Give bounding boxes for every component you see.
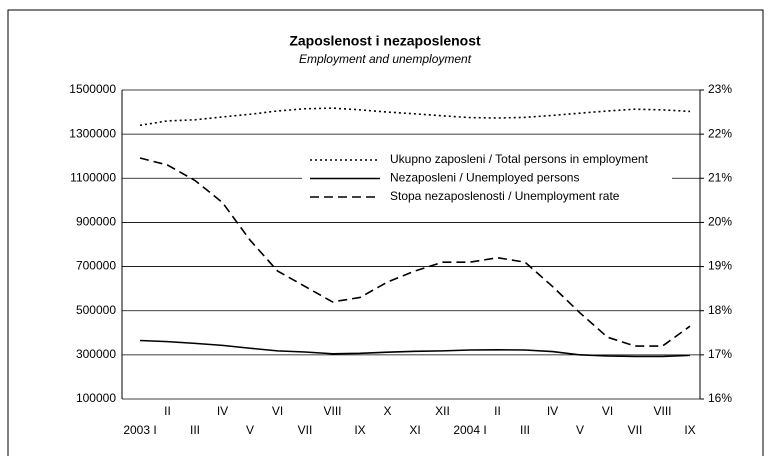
series-line xyxy=(139,107,691,127)
y-tick-label: 1300000 xyxy=(69,126,116,140)
chart-title: Zaposlenost i nezaposlenost xyxy=(289,33,481,49)
x-tick-label: IV xyxy=(547,404,558,418)
x-tick-label: V xyxy=(576,423,584,437)
x-tick-label: IX xyxy=(684,423,695,437)
y-tick-label: 300000 xyxy=(76,347,116,361)
y-tick-label: 900000 xyxy=(76,215,116,229)
x-tick-label: IX xyxy=(354,423,365,437)
x-tick-label: VIII xyxy=(323,404,341,418)
x-tick-label: VI xyxy=(602,404,613,418)
chart-subtitle: Employment and unemployment xyxy=(299,52,472,66)
x-tick-label: X xyxy=(383,404,391,418)
y2-tick-label: 17% xyxy=(708,347,732,361)
y2-tick-label: 16% xyxy=(708,391,732,405)
y2-tick-label: 22% xyxy=(708,126,732,140)
x-tick-label: 2003 I xyxy=(123,423,156,437)
x-tick-label: II xyxy=(164,404,171,418)
series-line xyxy=(139,157,691,347)
x-tick-label: VII xyxy=(628,423,643,437)
y-tick-label: 1100000 xyxy=(70,170,116,184)
frame xyxy=(7,9,764,456)
y-tick-label: 1500000 xyxy=(69,82,116,96)
x-tick-label: VIII xyxy=(653,404,671,418)
x-tick-label: III xyxy=(520,423,530,437)
x-tick-label: XI xyxy=(409,423,420,437)
series-line xyxy=(139,339,691,358)
x-tick-label: VI xyxy=(272,404,283,418)
y-tick-label: 100000 xyxy=(76,391,116,405)
x-tick-label: VII xyxy=(298,423,313,437)
y2-tick-label: 20% xyxy=(708,215,732,229)
legend-label: Nezaposleni / Unemployed persons xyxy=(390,171,579,185)
y2-tick-label: 18% xyxy=(708,303,732,317)
y2-tick-label: 21% xyxy=(708,170,732,184)
x-tick-label: XII xyxy=(435,404,450,418)
x-tick-label: II xyxy=(494,404,501,418)
x-tick-label: 2004 I xyxy=(453,423,486,437)
y2-tick-label: 19% xyxy=(708,259,732,273)
x-tick-label: III xyxy=(190,423,200,437)
legend-label: Stopa nezaposlenosti / Unemployment rate xyxy=(390,189,620,203)
x-tick-label: IV xyxy=(217,404,228,418)
x-tick-label: V xyxy=(246,423,254,437)
legend-label: Ukupno zaposleni / Total persons in empl… xyxy=(390,152,649,166)
y2-tick-label: 23% xyxy=(708,82,732,96)
y-tick-label: 700000 xyxy=(76,259,116,273)
y-tick-label: 500000 xyxy=(76,303,116,317)
